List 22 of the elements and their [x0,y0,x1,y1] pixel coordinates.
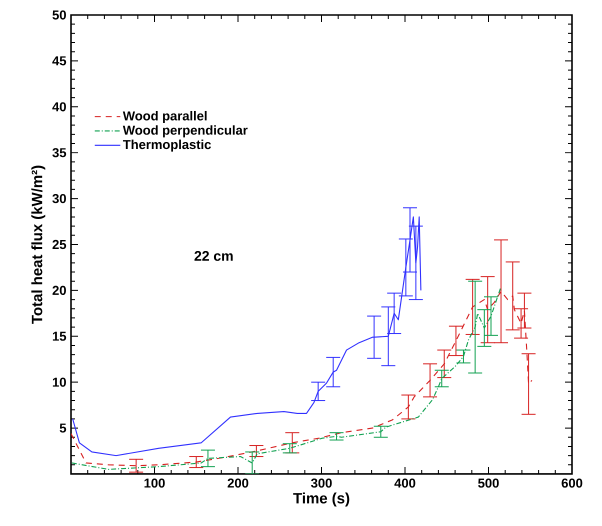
y-tick-label: 45 [52,56,66,66]
y-tick-label: 35 [52,148,66,158]
y-tick-label: 40 [52,102,66,112]
x-tick-label: 300 [310,478,332,488]
y-tick-label: 50 [52,10,66,20]
y-tick-label: 30 [52,194,66,204]
annotation: 22 cm [194,251,233,261]
y-tick-label: 15 [52,332,66,341]
x-tick-label: 500 [478,478,499,488]
y-tick-label: 25 [52,240,66,250]
x-tick-label: 600 [562,478,582,488]
x-tick-label: 100 [144,478,165,488]
y-axis-title: Total heat flux (kW/m²) [31,166,46,324]
x-tick-label: 200 [228,478,248,488]
x-axis-title: Time (s) [293,492,350,506]
y-tick-label: 5 [60,424,66,433]
x-tick-label: 400 [394,478,416,488]
y-tick-label: 20 [52,286,66,295]
legend-label: Thermoplastic [122,140,211,152]
y-tick-label: 10 [52,378,66,387]
legend-label: Wood parallel [122,110,207,124]
legend-label: Wood perpendicular [122,125,248,138]
